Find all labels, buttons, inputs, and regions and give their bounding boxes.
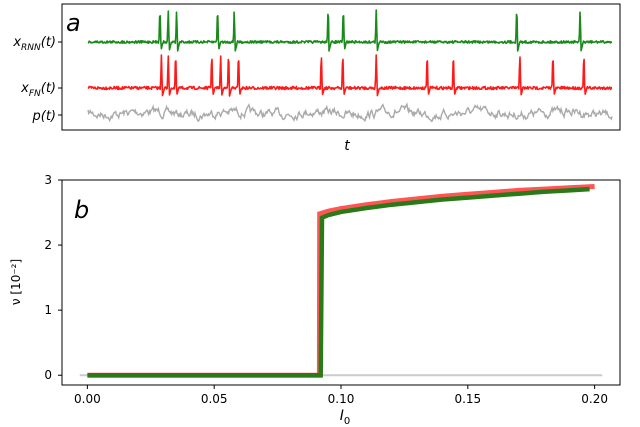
series-x-fn (87, 54, 613, 97)
y-tick-label: 3 (44, 173, 52, 187)
panel-b-ticks: 0.00 0.05 0.10 0.15 0.20 0 1 2 3 (44, 173, 608, 406)
series-p (87, 102, 613, 123)
panel-a-xlabel: t (344, 138, 350, 154)
series-fn (87, 184, 595, 378)
panel-b-ylabel: ν [10⁻²] (9, 259, 23, 305)
panel-b-xlabel: I0 (340, 408, 351, 427)
panel-b-lines (79, 184, 603, 378)
y-tick-label: 0 (44, 368, 52, 382)
panel-b-label: b (74, 196, 89, 224)
panel-b: b 0.00 0.05 0.10 0.15 0.20 0 1 2 3 ν [10⁻²] I0 (9, 173, 621, 427)
row-label-x-fn: xFN(t) (20, 81, 56, 99)
x-tick-label: 0.15 (454, 392, 481, 406)
x-tick-label: 0.05 (201, 392, 228, 406)
y-tick-label: 1 (44, 303, 52, 317)
panel-a: a xRNN(t) xFN(t) p(t) t (12, 3, 621, 154)
x-tick-label: 0.00 (74, 392, 101, 406)
panel-a-traces (87, 9, 613, 123)
series-rnn (87, 186, 590, 378)
panel-a-frame (61, 3, 621, 131)
row-label-x-rnn: xRNN(t) (12, 35, 56, 53)
x-tick-label: 0.10 (328, 392, 355, 406)
row-label-p: p(t) (31, 109, 56, 124)
panel-a-label: a (66, 9, 81, 37)
y-tick-label: 2 (44, 238, 52, 252)
x-tick-label: 0.20 (581, 392, 608, 406)
series-x-rnn (87, 9, 613, 52)
